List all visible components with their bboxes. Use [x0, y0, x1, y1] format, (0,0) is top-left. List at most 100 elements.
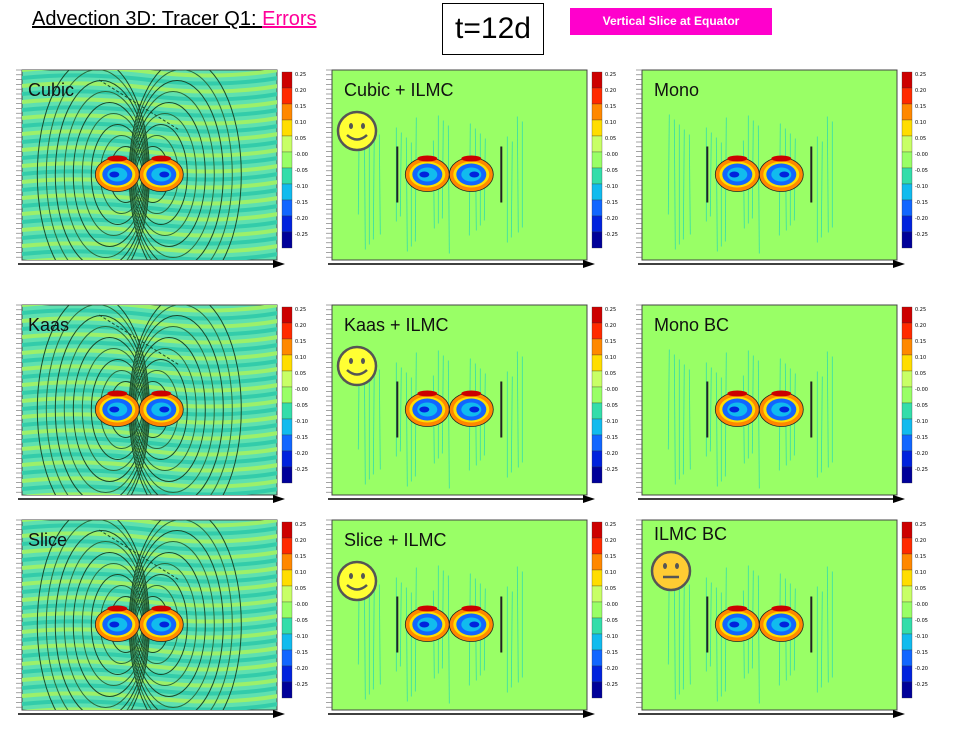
colorbar-swatch [902, 554, 912, 570]
colorbar-swatch [592, 435, 602, 451]
colorbar-swatch [902, 618, 912, 634]
colorbar-swatch [282, 88, 292, 104]
colorbar-tick-label: 0.10 [915, 120, 926, 126]
title-prefix: Advection 3D: Tracer Q1: [32, 8, 262, 30]
colorbar-swatch [592, 419, 602, 435]
colorbar-swatch [902, 419, 912, 435]
colorbar-swatch [592, 371, 602, 387]
colorbar-tick-label: -0.25 [605, 232, 618, 238]
colorbar-tick-label: -0.00 [295, 387, 308, 393]
colorbar-swatch [282, 435, 292, 451]
panel-label: Kaas + ILMC [344, 315, 449, 336]
colorbar-tick-label: 0.20 [295, 538, 306, 544]
colorbar-tick-label: 0.05 [295, 371, 306, 377]
colorbar-swatch [282, 618, 292, 634]
colorbar-tick-label: -0.00 [295, 152, 308, 158]
colorbar-tick-label: 0.25 [295, 72, 306, 78]
colorbar-swatch [592, 618, 602, 634]
colorbar-swatch [282, 152, 292, 168]
colorbar-swatch [592, 339, 602, 355]
colorbar-swatch [282, 120, 292, 136]
colorbar-swatch [902, 522, 912, 538]
panel-label: Cubic + ILMC [344, 80, 454, 101]
colorbar-swatch [592, 307, 602, 323]
colorbar-swatch [282, 168, 292, 184]
colorbar-swatch [592, 682, 602, 698]
colorbar-tick-label: 0.15 [295, 339, 306, 345]
colorbar-tick-label: 0.20 [295, 323, 306, 329]
colorbar-tick-label: -0.25 [915, 682, 928, 688]
colorbar-swatch [282, 216, 292, 232]
colorbar-tick-label: -0.10 [295, 634, 308, 640]
colorbar-swatch [282, 602, 292, 618]
colorbar-swatch [592, 323, 602, 339]
colorbar-tick-label: -0.20 [605, 451, 618, 457]
colorbar-swatch [592, 586, 602, 602]
colorbar-swatch [902, 570, 912, 586]
panel-label: Mono BC [654, 315, 729, 336]
colorbar-swatch [902, 200, 912, 216]
colorbar-swatch [592, 467, 602, 483]
colorbar-swatch [902, 184, 912, 200]
colorbar-swatch [282, 323, 292, 339]
colorbar-tick-label: 0.15 [295, 554, 306, 560]
colorbar-tick-label: -0.10 [295, 419, 308, 425]
colorbar-swatch [902, 323, 912, 339]
colorbar-tick-label: 0.15 [605, 104, 616, 110]
colorbar-tick-label: -0.20 [295, 451, 308, 457]
colorbar-tick-label: 0.15 [295, 104, 306, 110]
colorbar-tick-label: -0.20 [915, 216, 928, 222]
colorbar-tick-label: -0.00 [295, 602, 308, 608]
colorbar-swatch [592, 554, 602, 570]
colorbar-swatch [592, 104, 602, 120]
colorbar-swatch [282, 136, 292, 152]
colorbar-swatch [592, 200, 602, 216]
colorbar-swatch [282, 538, 292, 554]
page-title: Advection 3D: Tracer Q1: Errors [32, 8, 317, 31]
panel-label: Kaas [28, 315, 69, 336]
colorbar-tick-label: 0.15 [915, 554, 926, 560]
colorbar-tick-label: 0.20 [605, 88, 616, 94]
title-highlight-link[interactable]: Errors [262, 8, 316, 30]
colorbar-tick-label: -0.05 [605, 403, 618, 409]
colorbar-tick-label: -0.20 [915, 666, 928, 672]
colorbar-tick-label: -0.25 [605, 682, 618, 688]
colorbar-swatch [902, 451, 912, 467]
colorbar-swatch [902, 104, 912, 120]
colorbar-tick-label: 0.25 [295, 307, 306, 313]
colorbar-swatch [282, 184, 292, 200]
colorbar-tick-label: 0.05 [295, 136, 306, 142]
colorbar-swatch [282, 451, 292, 467]
colorbar-tick-label: -0.05 [915, 403, 928, 409]
colorbar-tick-label: 0.20 [915, 323, 926, 329]
colorbar-tick-label: -0.15 [295, 200, 308, 206]
colorbar-swatch [592, 650, 602, 666]
colorbar-tick-label: 0.15 [915, 339, 926, 345]
colorbar-swatch [282, 650, 292, 666]
colorbar-swatch [902, 387, 912, 403]
colorbar-tick-label: -0.00 [605, 152, 618, 158]
colorbar-tick-label: 0.25 [605, 522, 616, 528]
colorbar-swatch [902, 666, 912, 682]
colorbar-swatch [902, 355, 912, 371]
colorbar-swatch [592, 602, 602, 618]
colorbar-swatch [902, 403, 912, 419]
colorbar-tick-label: 0.20 [605, 323, 616, 329]
colorbar-swatch [902, 586, 912, 602]
vertical-slice-badge: Vertical Slice at Equator [570, 8, 772, 35]
colorbar-swatch [592, 522, 602, 538]
colorbar-swatch [282, 419, 292, 435]
colorbar-tick-label: -0.25 [605, 467, 618, 473]
colorbar-tick-label: -0.00 [915, 387, 928, 393]
colorbar-swatch [282, 371, 292, 387]
colorbar-tick-label: 0.10 [295, 570, 306, 576]
colorbar-tick-label: -0.25 [915, 467, 928, 473]
happy-smiley-icon [336, 345, 378, 387]
colorbar-swatch [902, 307, 912, 323]
colorbar-tick-label: -0.05 [605, 618, 618, 624]
